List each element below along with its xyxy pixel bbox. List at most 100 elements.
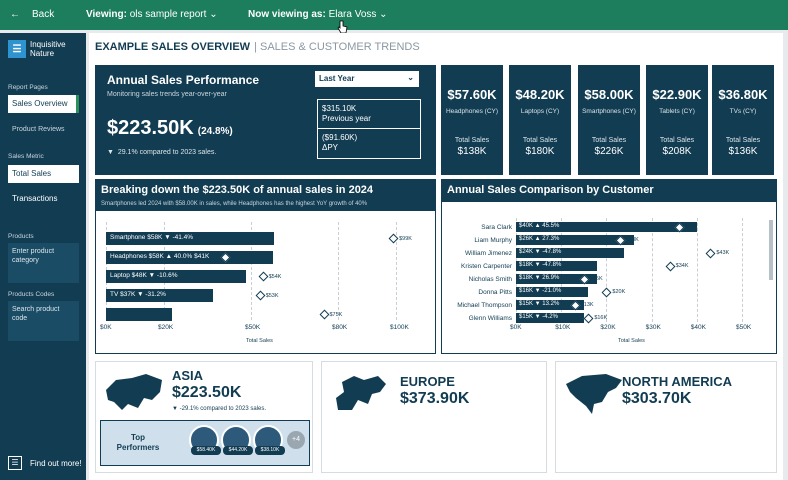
logo-line2: Nature <box>30 49 55 58</box>
x-tick-label: $30K <box>645 324 661 331</box>
region-card-europe: EUROPE $373.90K <box>321 361 547 473</box>
bar[interactable]: Laptop $48K ▼ -10.6% <box>106 270 246 283</box>
avatar-value: $44.20K <box>223 446 253 455</box>
period-dropdown-value: Last Year <box>319 74 355 83</box>
kpi-card: $57.60K Headphones (CY) Total Sales $138K <box>441 65 503 175</box>
products-label: Products <box>8 233 34 240</box>
avatar-value: $58.40K <box>191 446 221 455</box>
europe-map-icon <box>336 376 386 410</box>
comparison-title: Annual Sales Comparison by Customer <box>442 180 776 202</box>
kpi-label: Total Sales <box>659 137 695 144</box>
kpi-label: Total Sales <box>522 137 558 144</box>
more-performers-badge[interactable]: +4 <box>287 431 305 449</box>
avatar[interactable]: $44.20K <box>221 425 253 455</box>
previous-year-box: $315.10K Previous year ($91.60K) ΔPY <box>317 99 421 159</box>
previous-year-marker <box>319 309 329 320</box>
asia-map-icon <box>106 374 162 410</box>
hand-cursor-icon <box>337 20 348 34</box>
prev-label: Previous year <box>322 114 371 123</box>
breakdown-subtitle: Smartphones led 2024 with $58.00K in sal… <box>96 201 435 211</box>
logo-icon: ☰ <box>8 40 26 58</box>
diff-value: ($91.60K) <box>322 133 358 142</box>
x-tick-label: $20K <box>158 324 174 331</box>
page-product-reviews[interactable]: Product Reviews <box>12 126 65 133</box>
previous-year-marker <box>255 290 266 301</box>
back-button[interactable]: ← Back <box>10 9 54 20</box>
region-value: $373.90K <box>400 390 470 407</box>
customer-bar[interactable]: $26K ▲ 27.3% <box>516 235 634 245</box>
x-tick-label: $80K <box>332 324 348 331</box>
grid-line <box>606 218 608 322</box>
bar[interactable]: Headphones $58K ▲ 40.0% $41K <box>106 251 274 264</box>
previous-year-marker <box>705 248 716 259</box>
view-as-selector[interactable]: Now viewing as: Elara Voss ⌄ <box>248 9 388 20</box>
previous-year-label: $23K <box>625 237 639 243</box>
period-dropdown[interactable]: Last Year ⌄ <box>315 71 419 87</box>
product-category-input[interactable]: Enter product category <box>8 243 79 283</box>
avatar[interactable]: $38.10K <box>253 425 285 455</box>
customer-bar[interactable]: $15K ▼ 13.2% <box>516 300 584 310</box>
sidebar: ☰ Inquisitive Nature Report Pages Sales O… <box>0 33 86 480</box>
previous-year-label: $15K <box>589 276 603 282</box>
x-tick-label: $100K <box>390 324 409 331</box>
report-selector[interactable]: Viewing: ols sample report ⌄ <box>86 9 218 20</box>
previous-year-label: $36K <box>684 224 698 230</box>
top-bar: ← Back Viewing: ols sample report ⌄ Now v… <box>0 0 788 30</box>
back-arrow-icon: ← <box>10 9 20 20</box>
previous-year-marker <box>258 271 269 282</box>
bar[interactable]: TV $37K ▼ -31.2% <box>106 289 213 302</box>
info-icon: ☰ <box>8 456 22 470</box>
previous-year-label: $43K <box>716 250 730 256</box>
x-tick-label: $50K <box>736 324 752 331</box>
kpi-value: $22.90K <box>652 87 702 102</box>
kpi-name: Headphones (CY) <box>445 108 499 115</box>
perf-subtitle: Monitoring sales trends year-over-year <box>107 91 227 98</box>
previous-year-label: $75K <box>329 312 343 318</box>
grid-line <box>696 218 698 322</box>
region-name: EUROPE <box>400 374 455 389</box>
product-code-input[interactable]: Search product code <box>8 301 79 341</box>
diff-label: ΔPY <box>322 143 339 152</box>
customer-name: Nicholas Smith <box>468 276 512 283</box>
x-tick-label: $0K <box>100 324 112 331</box>
kpi-total: $138K <box>457 146 487 157</box>
metric-transactions[interactable]: Transactions <box>12 194 58 203</box>
main-canvas: EXAMPLE SALES OVERVIEW | SALES & CUSTOMER… <box>89 33 783 480</box>
x-tick-label: $0K <box>510 324 522 331</box>
previous-year-label: $41K <box>230 255 244 261</box>
grid-line <box>251 222 252 320</box>
previous-year-label: $20K <box>612 289 626 295</box>
kpi-total: $136K <box>728 146 758 157</box>
avatar[interactable]: $58.40K <box>189 425 221 455</box>
report-pages-label: Report Pages <box>8 84 48 91</box>
customer-bar[interactable]: $24K ▼ -47.8% <box>516 248 625 258</box>
customer-bar[interactable]: $18K ▼ -47.8% <box>516 261 598 271</box>
customer-name: Glenn Williams <box>468 315 512 322</box>
previous-year-label: $54K <box>268 274 282 280</box>
customer-bar[interactable]: $16K ▼ -21.0% <box>516 287 589 297</box>
bar[interactable]: Smartphone $58K ▼ -41.4% <box>106 232 275 245</box>
breakdown-title: Breaking down the $223.50K of annual sal… <box>96 180 435 202</box>
region-compare: ▼ -29.1% compared to 2023 sales. <box>172 406 266 412</box>
customer-bar[interactable]: $40K ▲ 45.5% <box>516 222 697 232</box>
region-name: NORTH AMERICA <box>622 374 733 389</box>
customer-name: William Jimenez <box>465 250 512 257</box>
find-out-more-link[interactable]: ☰ Find out more! <box>8 456 82 470</box>
metric-total-sales[interactable]: Total Sales <box>8 165 79 183</box>
previous-year-marker <box>583 313 594 324</box>
customer-comparison-panel: Annual Sales Comparison by Customer $0K $… <box>441 179 777 354</box>
bar[interactable] <box>106 308 173 321</box>
x-tick-label: $40K <box>690 324 706 331</box>
find-out-more-label: Find out more! <box>30 458 82 468</box>
scrollbar[interactable] <box>769 220 773 280</box>
view-as-label: Now viewing as: <box>248 9 326 20</box>
perf-value-text: $223.50K <box>107 117 194 139</box>
page-sales-overview[interactable]: Sales Overview <box>8 95 79 113</box>
grid-line <box>338 222 339 320</box>
top-performers-label: Top Performers <box>116 433 160 452</box>
kpi-value: $48.20K <box>515 87 565 102</box>
customer-bar[interactable]: $18K ▼ 26.9% <box>516 274 598 284</box>
x-axis-label: Total Sales <box>246 338 273 344</box>
logo-line1: Inquisitive <box>30 40 66 49</box>
customer-bar[interactable]: $15K ▼ -4.2% <box>516 313 584 323</box>
